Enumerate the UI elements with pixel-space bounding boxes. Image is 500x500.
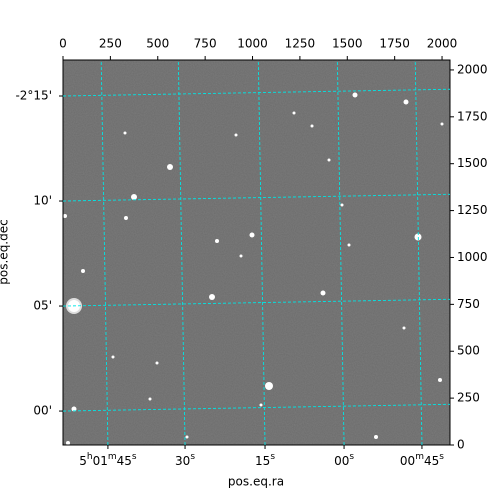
ra-grid-line	[100, 60, 109, 445]
dec-grid-line	[63, 193, 450, 202]
ra-grid-line	[177, 60, 186, 445]
x-axis-label: pos.eq.ra	[228, 475, 284, 489]
y-tick-label: 1750	[457, 109, 488, 123]
ra-grid-line	[336, 60, 345, 445]
x-tick-label: 1500	[332, 37, 363, 51]
ra-tick-label: 00m45s	[400, 452, 444, 468]
sky-image	[63, 60, 450, 445]
x-tick-label: 1250	[285, 37, 316, 51]
ra-grid-line	[414, 60, 423, 445]
dec-grid-line	[63, 298, 450, 307]
y-axis-label: pos.eq.dec	[0, 219, 11, 284]
x-tick-label: 250	[99, 37, 122, 51]
dec-tick-label: 10'	[33, 194, 52, 208]
y-tick-label: 500	[457, 344, 480, 358]
x-tick-label: 750	[194, 37, 217, 51]
x-tick-label: 1750	[379, 37, 410, 51]
ra-tick-label: 30s	[175, 452, 195, 468]
y-tick-label: 1000	[457, 250, 488, 264]
x-tick-label: 500	[146, 37, 169, 51]
ra-tick-label: 15s	[255, 452, 275, 468]
plot-frame	[62, 59, 451, 446]
ra-tick-label: 00s	[334, 452, 354, 468]
y-tick-label: 0	[457, 438, 465, 452]
dec-tick-label: 00'	[33, 404, 52, 418]
y-tick-label: 750	[457, 297, 480, 311]
x-tick-label: 2000	[427, 37, 458, 51]
y-tick-label: 2000	[457, 62, 488, 76]
x-tick-label: 1000	[237, 37, 268, 51]
ra-tick-label: 5h01m45s	[79, 452, 137, 468]
dec-grid-line	[63, 88, 450, 97]
y-tick-label: 1250	[457, 203, 488, 217]
dec-tick-label: -2°15'	[15, 89, 52, 103]
ra-grid-line	[257, 60, 266, 445]
y-tick-label: 250	[457, 391, 480, 405]
dec-tick-label: 05'	[33, 299, 52, 313]
dec-grid-line	[63, 403, 450, 412]
x-tick-label: 0	[59, 37, 67, 51]
grid	[63, 60, 450, 445]
y-tick-label: 1500	[457, 156, 488, 170]
